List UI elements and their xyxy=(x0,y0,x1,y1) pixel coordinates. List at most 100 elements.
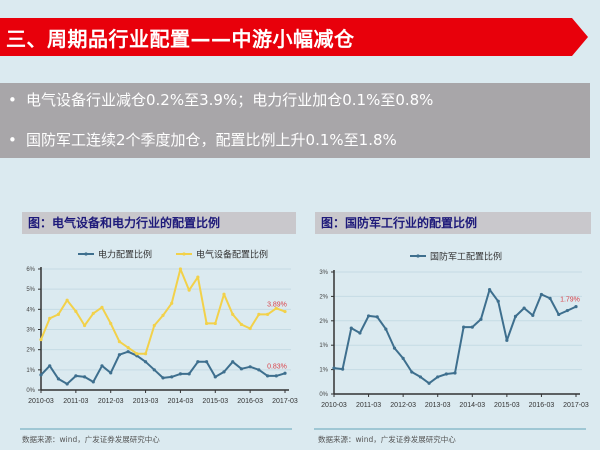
data-point xyxy=(170,375,174,379)
data-point xyxy=(126,350,130,354)
data-point xyxy=(152,368,156,372)
data-point xyxy=(265,312,270,316)
data-point xyxy=(574,305,578,309)
data-point xyxy=(82,323,87,328)
x-tick-label: 2015-03 xyxy=(202,398,228,405)
data-point xyxy=(65,382,69,386)
source-divider-right xyxy=(314,428,586,430)
bullet-item: • 国防军工连续2个季度加仓，配置比例上升0.1%至1.8% xyxy=(8,129,397,150)
data-point xyxy=(392,346,397,350)
data-point xyxy=(239,322,244,327)
data-point xyxy=(366,314,371,318)
data-point xyxy=(204,321,209,326)
legend-label: 电气设备配置比例 xyxy=(196,249,268,261)
data-point xyxy=(109,321,113,326)
legend-label: 国防军工配置比例 xyxy=(430,251,502,263)
x-tick-label: 2014-03 xyxy=(168,398,194,405)
data-point xyxy=(375,315,379,319)
data-point xyxy=(531,313,535,318)
bullet-text: 国防军工连续2个季度加仓，配置比例上升0.1%至1.8% xyxy=(26,131,397,149)
data-point xyxy=(152,323,156,328)
data-point xyxy=(248,365,252,369)
data-point xyxy=(100,364,104,368)
data-point xyxy=(74,309,78,313)
data-point xyxy=(196,360,200,364)
source-note-left: 数据来源：wind，广发证券发展研究中心 xyxy=(22,435,160,444)
data-point xyxy=(143,360,148,364)
data-point xyxy=(496,299,500,303)
y-tick-label: 2% xyxy=(319,319,328,325)
data-point xyxy=(39,337,43,342)
data-point xyxy=(349,326,353,330)
chart-title-left: 图：电气设备和电力行业的配置比例 xyxy=(22,212,296,234)
x-tick-label: 2017-03 xyxy=(272,398,298,405)
x-tick-label: 2010-03 xyxy=(321,402,347,409)
data-point xyxy=(557,312,561,317)
x-tick-label: 2016-03 xyxy=(529,402,555,409)
banner-arrow-shape xyxy=(0,18,588,56)
summary-bullets: • 电气设备行业减仓0.2%至3.9%；电力行业加仓0.1%至0.8% • 国防军工… xyxy=(0,83,590,158)
x-tick-label: 2016-03 xyxy=(237,398,263,405)
y-tick-label: 0% xyxy=(319,392,328,398)
data-point xyxy=(117,353,122,357)
data-point xyxy=(143,352,148,356)
data-point xyxy=(274,306,278,310)
data-point xyxy=(196,275,200,279)
bullet-dot-icon: • xyxy=(8,131,17,149)
data-point xyxy=(222,292,226,296)
y-tick-label: 5% xyxy=(26,287,35,293)
data-point xyxy=(283,371,287,375)
legend-marker xyxy=(182,252,186,256)
data-point xyxy=(213,321,217,326)
y-tick-label: 6% xyxy=(26,267,35,273)
data-point xyxy=(161,376,165,380)
data-point xyxy=(341,367,345,371)
data-point xyxy=(117,340,122,344)
y-tick-label: 3% xyxy=(26,328,35,334)
data-point xyxy=(56,377,61,381)
legend-marker xyxy=(416,254,420,258)
data-point xyxy=(427,381,431,385)
data-point xyxy=(204,360,209,364)
data-point xyxy=(257,368,261,372)
data-point xyxy=(265,374,270,378)
data-point xyxy=(548,296,552,300)
data-point xyxy=(109,371,113,375)
data-point xyxy=(358,331,362,335)
data-point xyxy=(239,367,244,371)
x-tick-label: 2011-03 xyxy=(356,402,381,409)
chart-title-right: 图：国防军工行业的配置比例 xyxy=(315,212,591,234)
legend-marker xyxy=(84,252,88,256)
data-point xyxy=(213,375,217,379)
data-point xyxy=(91,311,95,315)
data-point xyxy=(522,306,526,310)
data-point xyxy=(74,374,78,378)
data-point xyxy=(65,298,69,302)
data-point xyxy=(91,380,95,384)
data-point xyxy=(161,313,165,317)
data-point xyxy=(487,287,492,292)
data-point xyxy=(283,309,287,314)
data-point xyxy=(248,326,252,331)
y-tick-label: 2% xyxy=(319,294,328,300)
data-point xyxy=(384,327,388,331)
y-tick-label: 1% xyxy=(319,368,328,374)
source-divider-left xyxy=(20,428,292,430)
y-tick-label: 4% xyxy=(26,307,35,313)
x-tick-label: 2012-03 xyxy=(390,402,416,409)
x-tick-label: 2014-03 xyxy=(459,402,485,409)
data-point xyxy=(505,338,509,342)
bullet-item: • 电气设备行业减仓0.2%至3.9%；电力行业加仓0.1%至0.8% xyxy=(8,89,433,110)
data-point xyxy=(418,375,423,379)
data-point xyxy=(479,317,483,321)
data-point xyxy=(187,372,191,376)
data-point xyxy=(436,375,440,379)
page-title: 三、周期品行业配置——中游小幅减仓 xyxy=(6,27,355,51)
data-point xyxy=(274,374,278,378)
data-point xyxy=(48,364,52,368)
data-point xyxy=(187,288,191,292)
x-tick-label: 2017-03 xyxy=(563,402,589,409)
data-point xyxy=(401,356,405,360)
data-point xyxy=(257,312,261,316)
